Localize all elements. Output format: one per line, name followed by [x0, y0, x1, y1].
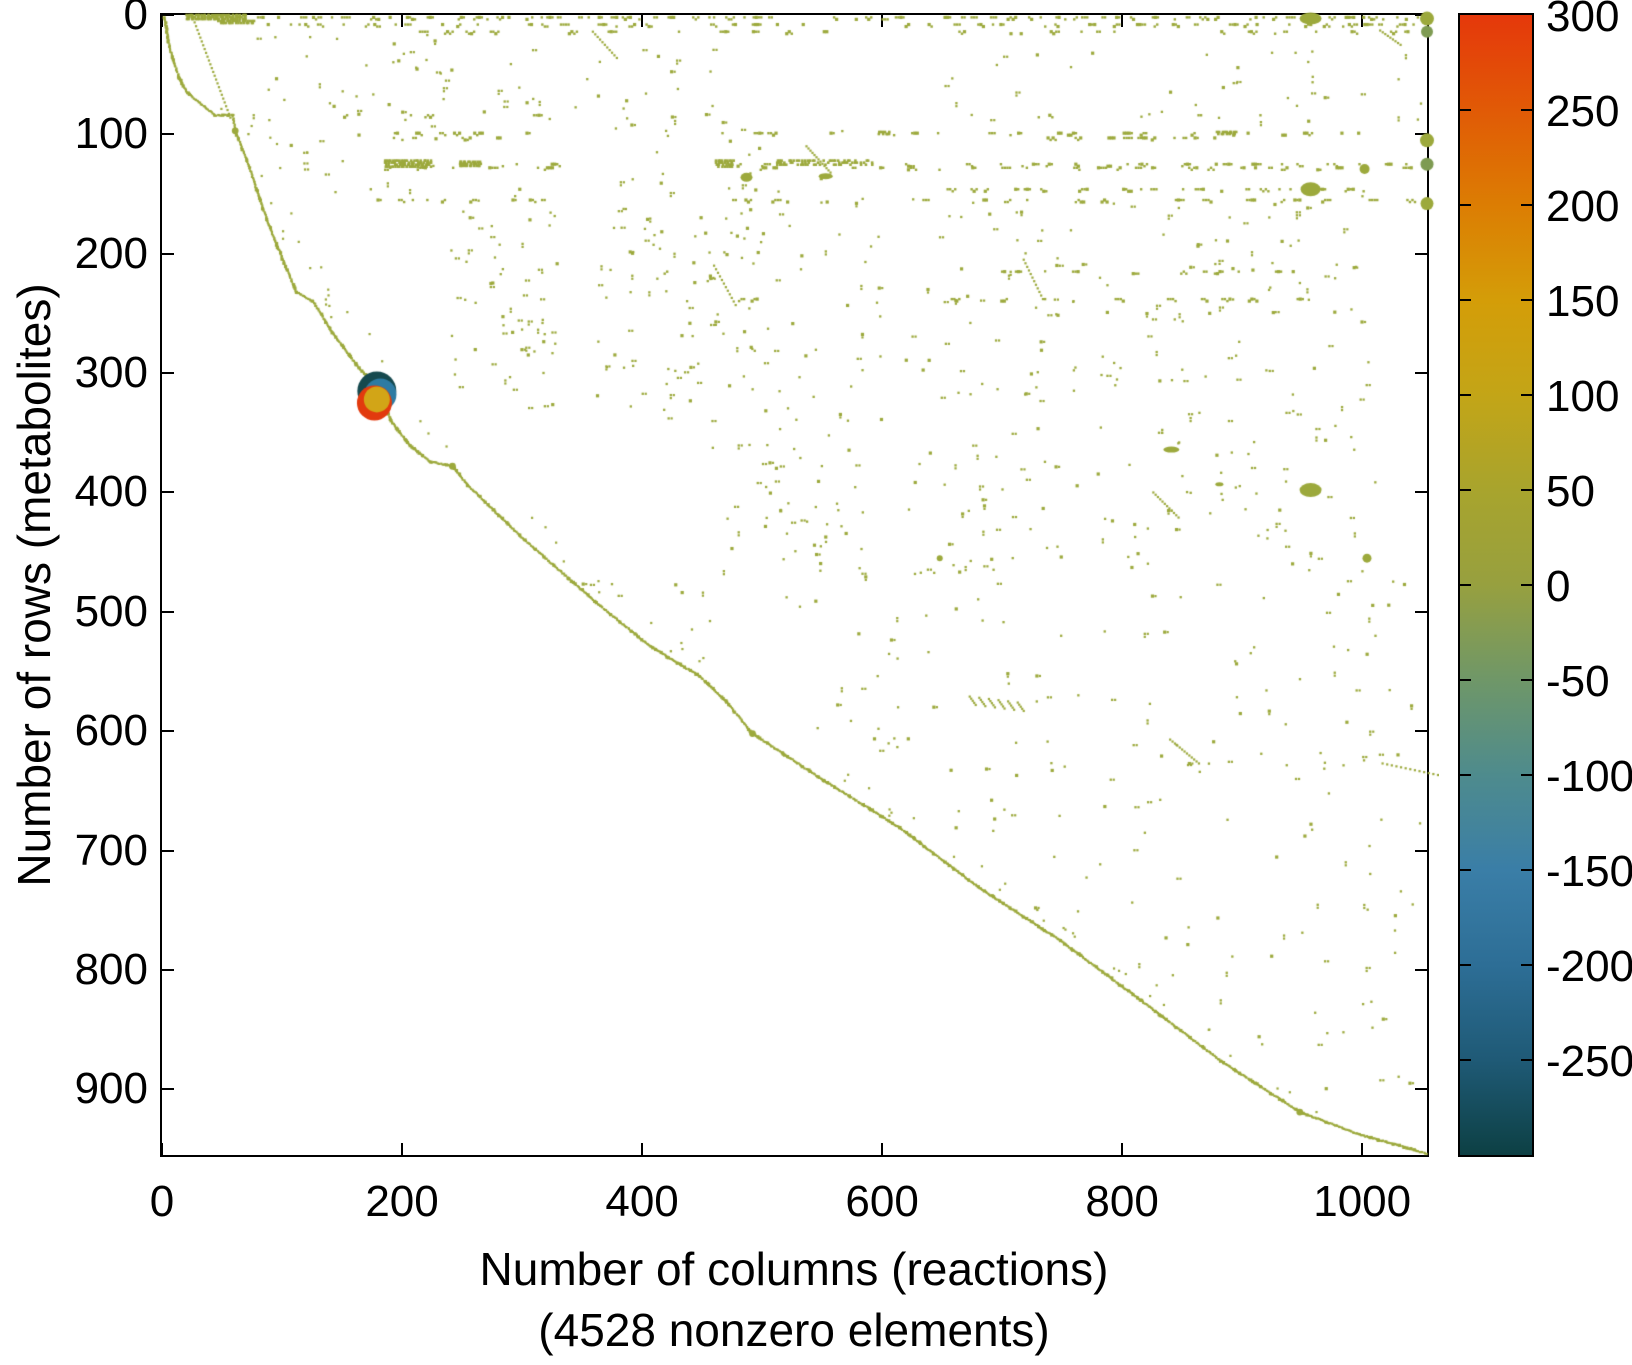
x-tick-label: 1000: [1313, 1177, 1412, 1226]
y-tick-label: 300: [74, 348, 148, 398]
colorbar: [1458, 13, 1534, 1157]
colorbar-label: 150: [1546, 277, 1620, 326]
colorbar-tick-right: [1521, 489, 1532, 491]
colorbar-label: -250: [1546, 1037, 1632, 1086]
colorbar-tick-right: [1521, 584, 1532, 586]
colorbar-label: -150: [1546, 847, 1632, 896]
colorbar-tick: [1460, 679, 1471, 681]
x-tick-label: 400: [605, 1177, 679, 1226]
y-tick-label: 200: [74, 228, 148, 278]
y-tick-label: 800: [74, 944, 148, 994]
colorbar-label: -100: [1546, 752, 1632, 801]
colorbar-tick: [1460, 299, 1471, 301]
colorbar-tick: [1460, 489, 1471, 491]
colorbar-tick-right: [1521, 679, 1532, 681]
x-axis-label: Number of columns (reactions): [479, 1243, 1109, 1295]
colorbar-tick-right: [1521, 1059, 1532, 1061]
x-tick-label: 200: [365, 1177, 439, 1226]
y-tick-label: 900: [74, 1064, 148, 1114]
colorbar-tick: [1460, 774, 1471, 776]
y-tick-label: 100: [74, 109, 148, 159]
y-tick-label: 600: [74, 706, 148, 756]
x-tick-label: 600: [845, 1177, 919, 1226]
x-tick-label: 800: [1085, 1177, 1159, 1226]
colorbar-tick: [1460, 109, 1471, 111]
colorbar-tick: [1460, 204, 1471, 206]
colorbar-tick-right: [1521, 204, 1532, 206]
colorbar-tick: [1460, 1059, 1471, 1061]
colorbar-tick-right: [1521, 774, 1532, 776]
colorbar-label: 250: [1546, 87, 1620, 136]
colorbar-tick-right: [1521, 394, 1532, 396]
y-tick-label: 700: [74, 825, 148, 875]
colorbar-tick-right: [1521, 299, 1532, 301]
plot-area: [150, 3, 1439, 1167]
colorbar-label: 50: [1546, 467, 1595, 516]
spy-scatter-canvas: [150, 3, 1439, 1167]
colorbar-tick: [1460, 869, 1471, 871]
colorbar-tick-right: [1521, 964, 1532, 966]
colorbar-label: -200: [1546, 942, 1632, 991]
x-axis-sublabel: (4528 nonzero elements): [538, 1304, 1050, 1356]
colorbar-label: 200: [1546, 182, 1620, 231]
y-tick-label: 400: [74, 467, 148, 517]
colorbar-tick-right: [1521, 109, 1532, 111]
colorbar-label: 0: [1546, 562, 1571, 611]
colorbar-tick: [1460, 964, 1471, 966]
x-tick-label: 0: [149, 1177, 175, 1226]
colorbar-tick: [1460, 584, 1471, 586]
colorbar-label: 100: [1546, 372, 1620, 421]
y-tick-label: 0: [123, 0, 148, 39]
y-axis-label: Number of rows (metabolites): [8, 283, 60, 887]
colorbar-tick-right: [1521, 869, 1532, 871]
colorbar-label: -50: [1546, 657, 1610, 706]
colorbar-label: 300: [1546, 0, 1620, 41]
y-tick-label: 500: [74, 586, 148, 636]
colorbar-tick: [1460, 394, 1471, 396]
